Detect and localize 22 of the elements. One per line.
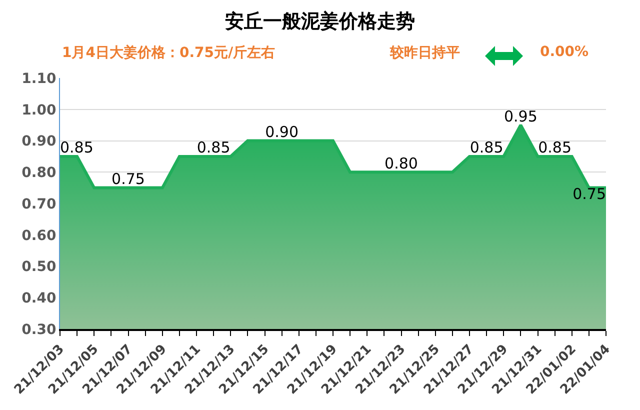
y-tick-label: 0.40	[22, 290, 56, 307]
data-label: 0.85	[470, 138, 504, 157]
data-label: 0.80	[384, 154, 418, 172]
data-label: 0.75	[112, 170, 145, 188]
text: 较昨日持平	[390, 44, 460, 62]
chart-title: 安丘一般泥姜价格走势	[225, 10, 415, 33]
data-label: 0.85	[538, 138, 572, 157]
data-label: 0.75	[572, 185, 606, 204]
y-tick-label: 0.30	[22, 322, 56, 338]
y-tick-label: 0.70	[22, 196, 56, 212]
y-tick-label: 1.00	[22, 102, 56, 118]
y-tick-label: 0.90	[22, 134, 56, 150]
y-tick-label: 1.10	[22, 70, 56, 87]
data-label: 0.85	[196, 138, 230, 157]
data-label: 0.85	[60, 138, 94, 157]
y-tick-label: 0.60	[22, 228, 56, 244]
text: 1月4日大姜价格：0.75元/斤左右	[62, 44, 276, 62]
y-tick-label: 0.50	[22, 259, 56, 276]
y-tick-label: 0.80	[22, 165, 56, 182]
text: 0.00%	[540, 44, 589, 60]
data-label: 0.95	[504, 107, 538, 126]
data-label: 0.90	[265, 123, 299, 141]
